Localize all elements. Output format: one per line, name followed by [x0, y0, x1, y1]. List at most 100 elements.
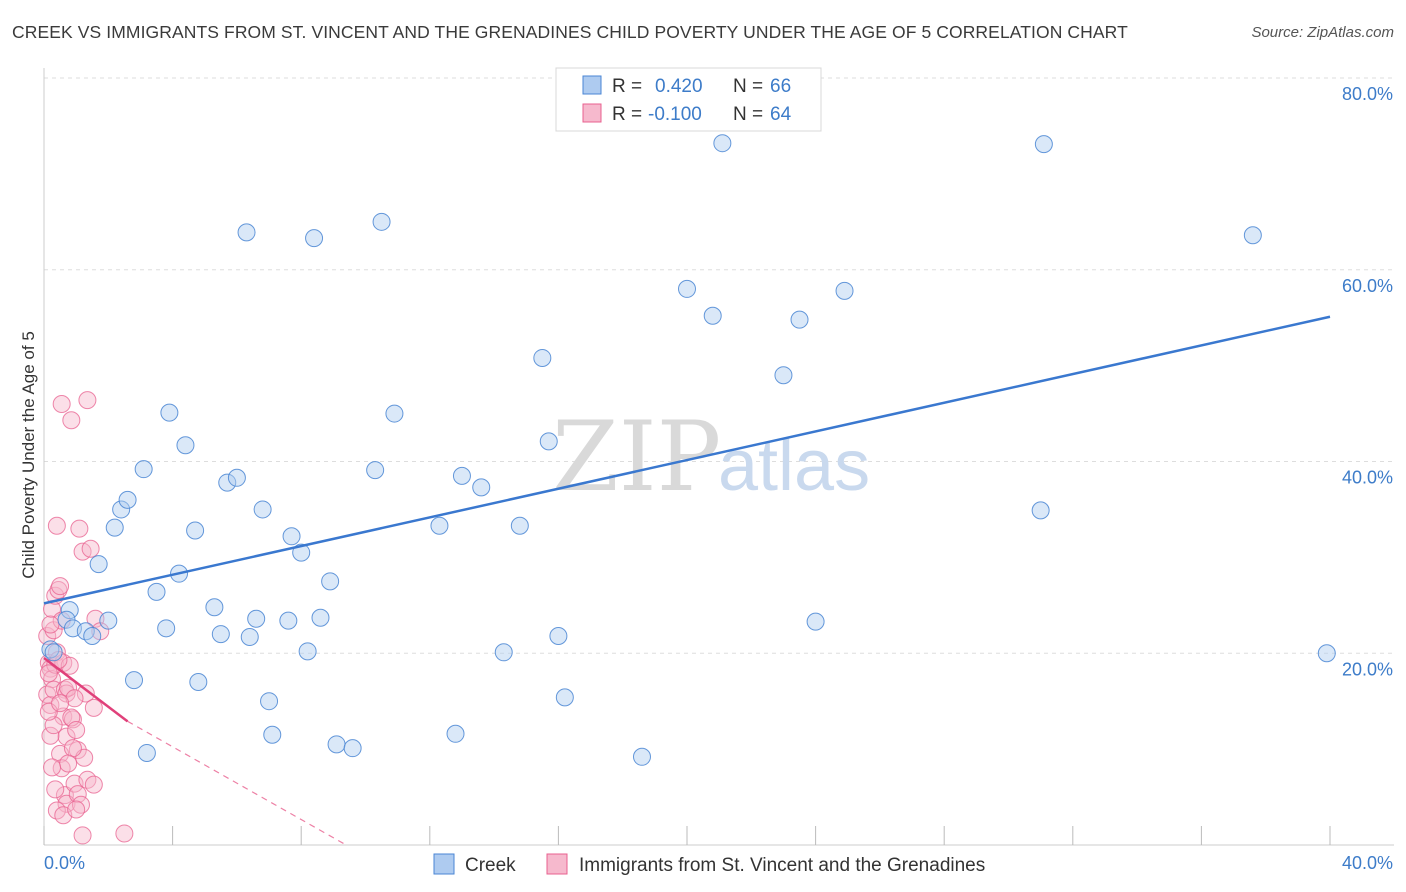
creek-point-13 — [125, 671, 144, 690]
immigrants-point-31 — [68, 785, 87, 804]
creek-point-27 — [240, 627, 259, 646]
legend-creek-swatch — [582, 75, 602, 95]
creek-point-45 — [446, 724, 465, 743]
immigrants-point-57 — [39, 664, 58, 683]
legend-immigrants-n-value: 64 — [770, 104, 792, 125]
creek-point-7 — [99, 611, 118, 630]
immigrants-point-39 — [84, 698, 103, 717]
legend-creek-r-label: R = — [612, 76, 642, 97]
creek-point-41 — [366, 461, 385, 480]
creek-point-63 — [1031, 501, 1050, 520]
immigrants-point-63 — [41, 615, 60, 634]
creek-point-46 — [452, 466, 471, 485]
creek-point-33 — [282, 527, 301, 546]
immigrants-point-36 — [76, 684, 95, 703]
creek-point-39 — [327, 735, 346, 754]
grid-lines — [44, 77, 1394, 654]
creek-point-50 — [533, 348, 552, 367]
immigrants-trend-extension — [127, 720, 347, 846]
creek-point-6 — [83, 626, 102, 645]
creek-point-38 — [321, 572, 340, 591]
creek-point-60 — [806, 612, 825, 631]
legend-bottom-creek-swatch — [433, 853, 455, 875]
immigrants-point-32 — [71, 795, 90, 814]
creek-point-61 — [835, 281, 854, 300]
immigrants-point-19 — [59, 678, 78, 697]
creek-point-42 — [372, 212, 391, 231]
watermark: ZIP atlas — [552, 401, 870, 513]
immigrants-point-53 — [73, 826, 92, 845]
creek-trend-line — [43, 315, 1331, 605]
axes — [43, 68, 1394, 846]
y-tick-label-40: 40.0% — [1342, 468, 1393, 488]
creek-point-14 — [137, 743, 156, 762]
immigrants-point-59 — [46, 780, 65, 799]
creek-point-53 — [555, 688, 574, 707]
legend-immigrants-n-label: N = — [733, 104, 763, 125]
creek-point-35 — [298, 642, 317, 661]
creek-point-2 — [60, 601, 79, 620]
creek-point-52 — [549, 626, 568, 645]
creek-point-36 — [305, 229, 324, 248]
creek-point-44 — [430, 516, 449, 535]
creek-point-1 — [44, 643, 63, 662]
legend-immigrants-swatch — [582, 103, 602, 123]
immigrants-point-28 — [60, 656, 79, 675]
immigrants-point-60 — [43, 758, 62, 777]
creek-point-47 — [472, 478, 491, 497]
x-tick-labels: 0.0% 40.0% — [44, 853, 1393, 873]
series-creek-points — [41, 134, 1336, 766]
immigrants-point-62 — [51, 694, 70, 713]
immigrants-point-51 — [63, 739, 82, 758]
trend-lines — [43, 315, 1331, 846]
creek-point-10 — [112, 500, 131, 519]
immigrants-point-47 — [78, 391, 97, 410]
immigrants-point-42 — [70, 519, 89, 538]
creek-point-9 — [105, 518, 124, 537]
creek-point-12 — [134, 460, 153, 479]
y-tick-label-80: 80.0% — [1342, 84, 1393, 104]
immigrants-point-61 — [67, 720, 86, 739]
creek-point-37 — [311, 608, 330, 627]
legend-bottom-immigrants-label: Immigrants from St. Vincent and the Gren… — [579, 855, 985, 876]
legend-immigrants-r-value: -0.100 — [648, 104, 702, 125]
creek-point-19 — [176, 436, 195, 455]
creek-point-15 — [147, 582, 166, 601]
legend-creek-r-value: 0.420 — [655, 76, 703, 97]
creek-point-30 — [260, 692, 279, 711]
creek-point-57 — [713, 134, 732, 153]
creek-point-55 — [678, 279, 696, 298]
creek-point-8 — [89, 555, 108, 574]
legend-bottom-creek-label: Creek — [465, 855, 516, 876]
creek-point-31 — [263, 725, 282, 744]
creek-point-28 — [247, 609, 266, 628]
creek-point-65 — [1317, 644, 1336, 663]
y-tick-labels: 20.0% 40.0% 60.0% 80.0% — [1342, 84, 1393, 679]
creek-point-34 — [292, 543, 311, 562]
legend-bottom: Creek Immigrants from St. Vincent and th… — [433, 853, 985, 876]
creek-point-26 — [237, 223, 256, 242]
legend-bottom-immigrants-swatch — [546, 853, 568, 875]
creek-point-64 — [1243, 226, 1262, 245]
y-tick-label-20: 20.0% — [1342, 659, 1393, 679]
creek-point-17 — [160, 403, 179, 422]
creek-point-23 — [211, 625, 230, 644]
creek-point-40 — [343, 739, 362, 758]
immigrants-point-21 — [57, 727, 76, 746]
creek-point-24 — [218, 473, 237, 492]
creek-point-21 — [189, 673, 208, 692]
immigrants-trend-line — [43, 657, 129, 723]
creek-point-25 — [227, 468, 246, 487]
creek-point-62 — [1034, 135, 1053, 154]
series-immigrants-points — [38, 391, 134, 845]
immigrants-point-14 — [47, 516, 66, 535]
creek-point-56 — [703, 306, 722, 325]
immigrants-point-55 — [59, 754, 78, 773]
legend-immigrants-r-label: R = — [612, 104, 642, 125]
watermark-atlas: atlas — [718, 426, 870, 506]
creek-point-0 — [41, 640, 60, 659]
immigrants-point-58 — [65, 689, 84, 708]
immigrants-point-48 — [41, 726, 60, 745]
creek-point-51 — [539, 432, 558, 451]
immigrants-point-13 — [51, 577, 70, 596]
